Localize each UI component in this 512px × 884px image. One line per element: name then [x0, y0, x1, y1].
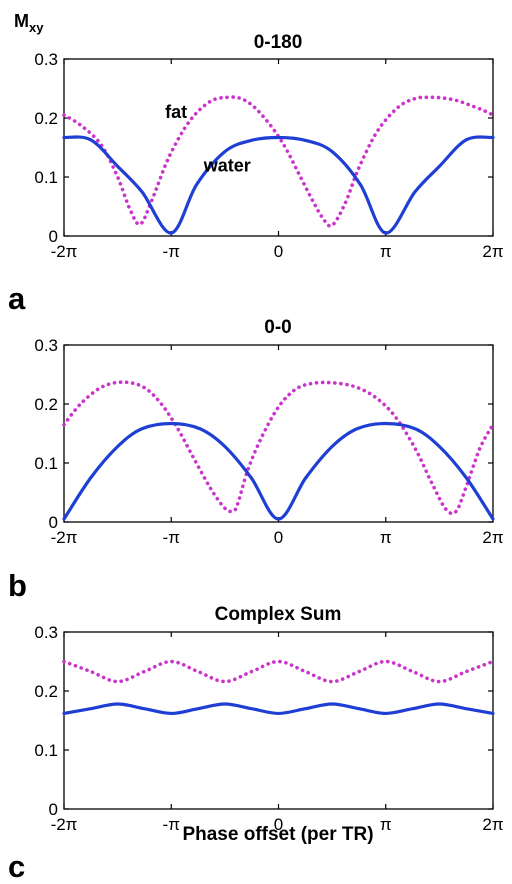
x-tick-label: -2π — [51, 242, 78, 261]
x-tick-label: -2π — [51, 528, 78, 547]
panel-b: 0-0 b -2π -π 0 π 2π 0 0.1 0.2 0.3 — [8, 317, 504, 603]
chart-title: 0-0 — [264, 317, 291, 338]
x-tick-label: π — [380, 242, 392, 261]
y-tick-label: 0 — [49, 800, 58, 819]
x-tick-label: -π — [163, 815, 180, 834]
y-tick-label: 0.3 — [34, 623, 58, 642]
annotation-fat: fat — [165, 102, 187, 122]
y-tick-label: 0.1 — [34, 454, 58, 473]
y-tick-label: 0.2 — [34, 682, 58, 701]
y-axis-label-main: M — [14, 11, 29, 31]
plot-area: -2π -π 0 π 2π 0 0.1 0.2 0.3 — [34, 336, 503, 547]
y-tick-label: 0.2 — [34, 109, 58, 128]
x-tick-label: π — [380, 528, 392, 547]
panel-c: Complex Sum Phase offset (per TR) c -2π -… — [8, 604, 504, 884]
x-tick-label: 2π — [482, 528, 503, 547]
panel-letter-c: c — [8, 849, 25, 884]
x-tick-label: -π — [163, 528, 180, 547]
series-line-fat — [62, 659, 495, 684]
annotation-water: water — [203, 156, 251, 176]
panel-a: Mxy 0-180 a -2π -π 0 π 2π 0 0.1 0.2 0.3 fat water — [8, 11, 504, 316]
series-line-fat — [62, 380, 495, 516]
x-tick-label: 2π — [482, 242, 503, 261]
series-line-water — [62, 421, 495, 521]
y-tick-label: 0.1 — [34, 741, 58, 760]
y-tick-label: 0.2 — [34, 395, 58, 414]
y-tick-label: 0.1 — [34, 168, 58, 187]
x-tick-label: 0 — [274, 528, 283, 547]
x-tick-label: 2π — [482, 815, 503, 834]
chart-title: Complex Sum — [215, 604, 342, 625]
x-tick-label: 0 — [274, 242, 283, 261]
x-tick-label: 0 — [274, 815, 283, 834]
x-tick-label: -π — [163, 242, 180, 261]
y-tick-label: 0 — [49, 227, 58, 246]
chart-title: 0-180 — [254, 32, 303, 53]
series-line-water — [62, 702, 495, 716]
y-tick-label: 0.3 — [34, 336, 58, 355]
y-tick-label: 0 — [49, 513, 58, 532]
plot-area: -2π -π 0 π 2π 0 0.1 0.2 0.3 fat water — [34, 50, 503, 261]
panel-letter-b: b — [8, 568, 27, 603]
series-line-water — [62, 135, 495, 235]
x-tick-label: π — [380, 815, 392, 834]
y-axis-label-subscript: xy — [29, 20, 44, 35]
plot-area: -2π -π 0 π 2π 0 0.1 0.2 0.3 — [34, 623, 503, 834]
y-axis-label: Mxy — [14, 11, 44, 35]
panel-letter-a: a — [8, 281, 26, 316]
y-tick-label: 0.3 — [34, 50, 58, 69]
x-tick-label: -2π — [51, 815, 78, 834]
x-axis-label: Phase offset (per TR) — [182, 824, 373, 845]
